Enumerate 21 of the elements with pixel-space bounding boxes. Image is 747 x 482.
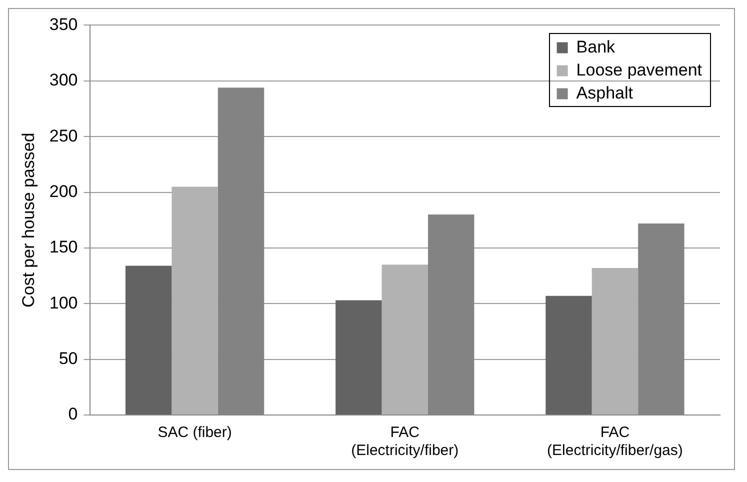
y-tick-label: 200	[49, 182, 78, 201]
x-tick-label: SAC (fiber)	[158, 424, 232, 442]
y-axis-title: Cost per house passed	[18, 132, 38, 308]
legend-label: Bank	[576, 37, 616, 56]
bar	[546, 296, 592, 414]
bar	[336, 300, 382, 414]
legend-label: Asphalt	[576, 83, 634, 102]
legend-label: Loose pavement	[576, 60, 702, 80]
x-tick-label: FAC (Electricity/fiber)	[351, 424, 459, 460]
bar	[592, 268, 638, 414]
bar	[382, 264, 428, 414]
y-tick-label: 0	[68, 404, 78, 424]
y-tick-label: 50	[58, 349, 78, 368]
y-tick-label: 150	[49, 238, 78, 257]
bar	[172, 186, 218, 414]
y-tick-label: 300	[49, 70, 78, 90]
y-tick-label: 350	[49, 14, 78, 34]
y-tick-label: 100	[49, 293, 78, 312]
x-tick-label: FAC (Electricity/fiber/gas)	[547, 424, 683, 460]
bar	[125, 266, 172, 414]
y-tick-label: 250	[49, 126, 78, 146]
